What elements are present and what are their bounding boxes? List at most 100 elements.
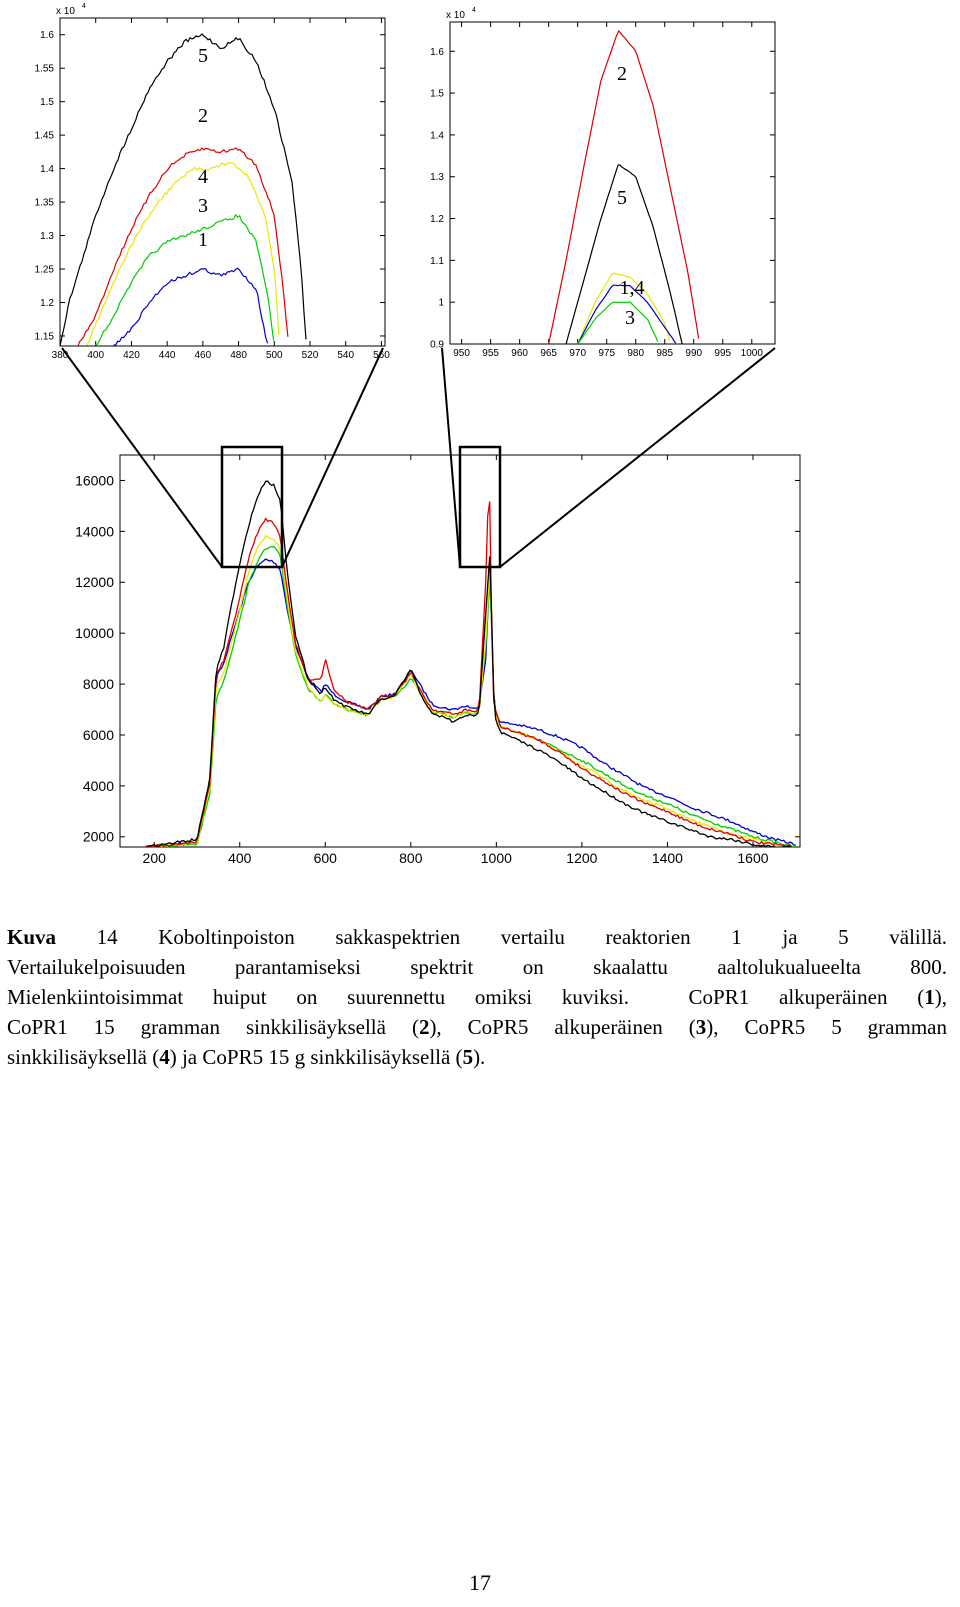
x-tick-label: 965 [540,348,557,359]
axis-multiplier-exponent: 4 [82,3,86,10]
zoom-box-left [220,445,284,569]
x-tick-label: 985 [656,348,673,359]
inset-left-chart: 380 400 420 440 460 480 500 520 540 560 1.15 1.2 1.2… [35,3,391,361]
x-tick-label: 1200 [566,850,597,866]
y-tick-label: 1.3 [40,231,54,242]
page-number: 17 [469,1570,491,1595]
curve-label: 3 [625,307,635,329]
series-line-3 [86,162,280,346]
y-tick-label: 2000 [83,829,114,845]
series-group [145,480,797,847]
figure-caption: Kuva 1 4 Koboltinpoiston sakkaspektrien v… [7,922,947,1072]
series-line-2 [77,147,289,346]
caption-text-5a: sinkkilisäyksellä ( [7,1045,160,1069]
series-group [60,33,307,346]
connector-line [441,347,461,568]
curve-label: 5 [617,187,627,209]
caption-text-4c: ), CoPR5 5 gramman [706,1015,947,1039]
y-tick-label: 1.45 [35,131,55,142]
x-tick-label: 400 [87,350,104,361]
y-tick-label: 1.1 [430,256,444,267]
curve-label: 2 [617,63,627,85]
connector-line [61,347,223,568]
x-tick-label: 440 [159,350,176,361]
connector-line [281,347,384,568]
x-tick-label: 540 [337,350,354,361]
caption-ref-5: 5 [462,1045,474,1069]
caption-text-3b: CoPR1 alkuperäinen ( [688,985,925,1009]
inset-right-chart: 950 955 960 965 970 975 980 985 990 995 1000 0.9 1 1.… [430,7,776,359]
x-tick-label: 600 [314,850,338,866]
curve-label: 1 [198,229,208,251]
y-tick-label: 1.6 [430,47,444,58]
x-tick-label: 960 [511,348,528,359]
curve-label: 4 [198,166,208,188]
x-tick-label: 400 [228,850,252,866]
x-tick-label: 800 [399,850,423,866]
y-tick-label: 4000 [83,778,114,794]
caption-line-2: Vertailukelpoisuuden parantamiseksi spek… [7,955,947,979]
series-line-1 [60,33,307,346]
y-tick-label: 14000 [75,523,114,539]
x-tick-label: 955 [482,348,499,359]
caption-ref-1: 1 [924,985,935,1009]
x-tick-label: 420 [123,350,140,361]
series-line-4 [95,213,275,346]
main-spectrum-chart: 200 400 600 800 1000 1200 1400 1600 2000 4000 6000… [75,454,801,866]
x-tick-label: 1000 [481,850,512,866]
caption-label: Kuva [7,925,57,949]
series-line-5 [577,301,659,344]
axis-multiplier: x 10 [446,10,465,21]
series-line-5 [145,480,794,847]
x-tick-label: 500 [266,350,283,361]
x-tick-label: 560 [373,350,390,361]
x-tick-label: 480 [230,350,247,361]
curve-label: 1,4 [620,277,645,299]
y-tick-label: 6000 [83,727,114,743]
y-tick-label: 1.2 [430,214,444,225]
caption-ref-2: 2 [418,1015,430,1039]
caption-text-1: Koboltinpoiston sakkaspektrien vertailu … [158,925,948,949]
x-tick-label: 995 [714,348,731,359]
y-tick-label: 1.15 [35,331,55,342]
series-line-3 [577,272,671,344]
curve-label: 2 [198,105,208,127]
x-tick-label: 975 [598,348,615,359]
y-tick-label: 12000 [75,574,114,590]
series-line-4 [577,284,677,344]
spectra-figure: 380 400 420 440 460 480 500 520 540 5601.151.21.2… [35,3,801,866]
caption-line-1: Kuva 14 Koboltinpoiston sakkaspektrien v… [7,922,947,952]
x-tick-label: 990 [685,348,702,359]
y-tick-label: 0.9 [430,340,444,351]
caption-text-4a: CoPR1 15 gramman sinkkilisäyksellä ( [7,1015,419,1039]
y-tick-label: 10000 [75,625,114,641]
y-tick-label: 1.3 [430,172,444,183]
caption-text-5b: ) ja CoPR5 15 g sinkkilisäyksellä ( [169,1045,463,1069]
y-tick-label: 1.5 [40,97,54,108]
curve-label: 5 [198,45,208,67]
caption-ref-3: 3 [695,1015,707,1039]
series-line-5 [113,267,269,346]
y-tick-label: 1.4 [430,130,444,141]
x-tick-label: 460 [195,350,212,361]
axis-multiplier: x 10 [56,6,75,17]
zoom-box-right [458,445,502,569]
x-tick-label: 970 [569,348,586,359]
caption-line-4: CoPR1 15 gramman sinkkilisäyksellä (2 ), … [7,1012,947,1042]
caption-text-3c: ), [934,985,947,1009]
x-tick-label: 380 [52,350,69,361]
y-tick-label: 1.55 [35,64,55,75]
x-tick-label: 1600 [737,850,768,866]
series-group [548,29,700,344]
y-tick-label: 1.25 [35,265,55,276]
axis-multiplier-exponent: 4 [472,7,476,14]
series-line-4 [145,501,796,847]
y-tick-label: 1 [438,298,444,309]
zoom-overlay [61,347,776,569]
curve-label: 3 [198,195,208,217]
y-tick-label: 1.35 [35,198,55,209]
caption-ref-4: 4 [159,1045,170,1069]
x-tick-label: 1000 [741,348,764,359]
y-tick-label: 1.5 [430,89,444,100]
y-tick-label: 8000 [83,676,114,692]
